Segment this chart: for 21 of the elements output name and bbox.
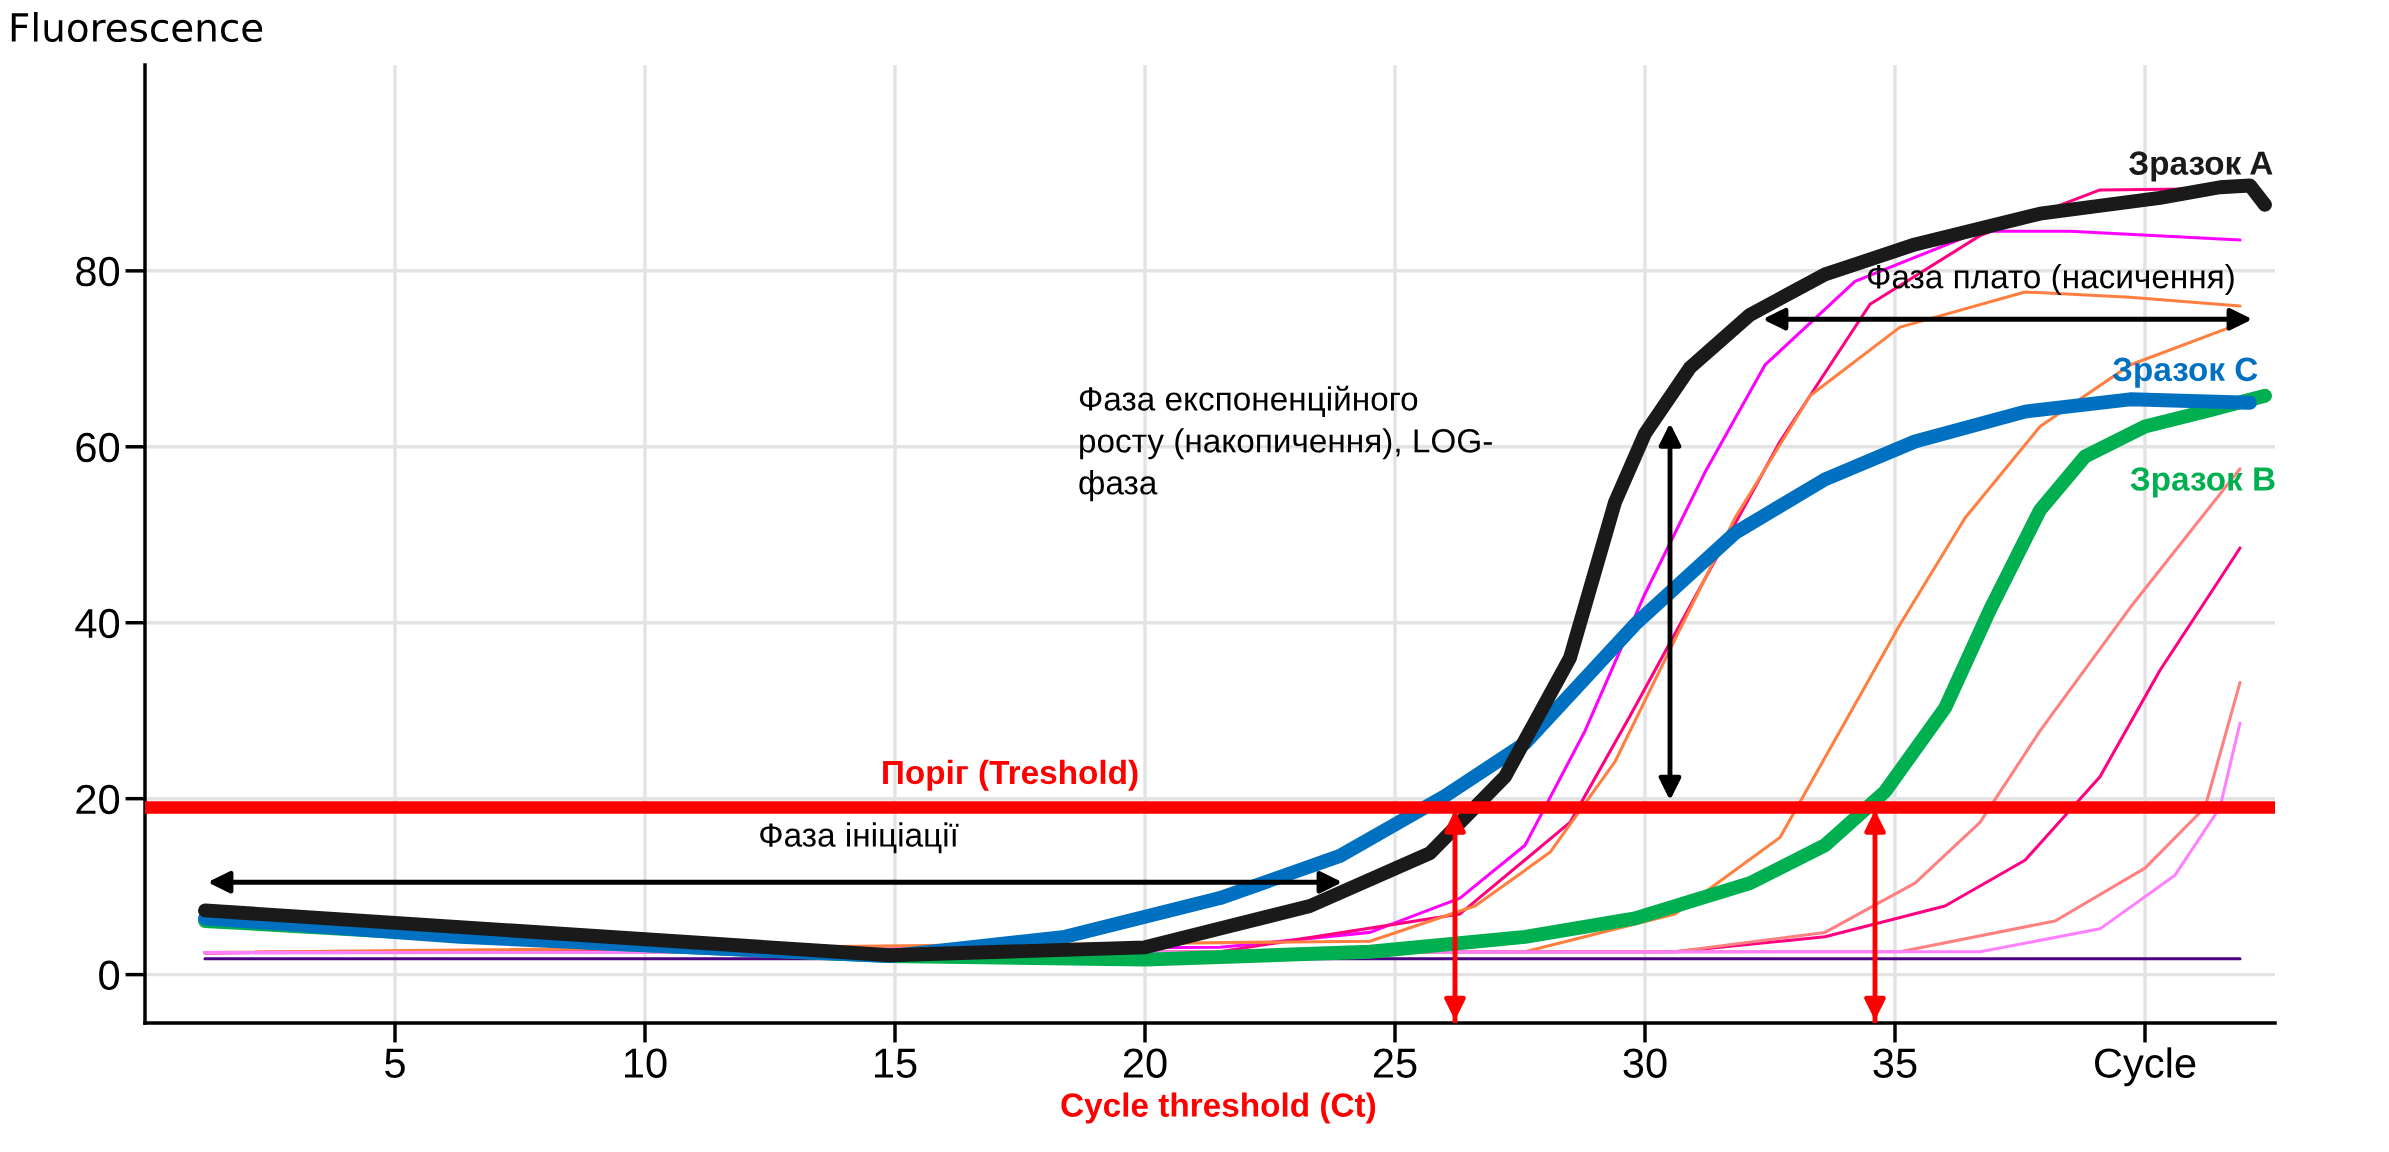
ref-line-label: Поріг (Treshold) <box>883 759 1138 791</box>
series-label: Зразок C <box>2112 357 2258 388</box>
x-tick-label: 35 <box>1873 1048 1917 1078</box>
x-tick-label: 5 <box>385 1048 405 1078</box>
y-tick-label: 80 <box>76 256 120 287</box>
x-tick-label: 15 <box>875 1048 917 1078</box>
x-tick-label: 30 <box>1623 1048 1667 1078</box>
y-tick-label: 0 <box>99 960 120 991</box>
series-label: Зразок B <box>2130 467 2275 498</box>
y-tick-label: 40 <box>75 608 120 639</box>
x-tick-label: 25 <box>1373 1048 1417 1078</box>
text: Cycle threshold (Ct) <box>1061 1092 1376 1124</box>
annotation: Фаза ініціації <box>760 822 959 854</box>
y-tick-label: 60 <box>76 432 120 463</box>
x-tick-label: Cycle <box>2095 1047 2196 1087</box>
x-tick-label: 20 <box>1123 1048 1167 1078</box>
x-tick-label: 10 <box>625 1048 667 1078</box>
annotation: Фаза експоненційного росту (накопичення), LOG- фаза <box>1079 385 1492 502</box>
y-tick-label: 20 <box>76 784 120 815</box>
y-axis-title: Fluorescence <box>11 12 263 43</box>
series-label: Зразок A <box>2129 151 2273 182</box>
